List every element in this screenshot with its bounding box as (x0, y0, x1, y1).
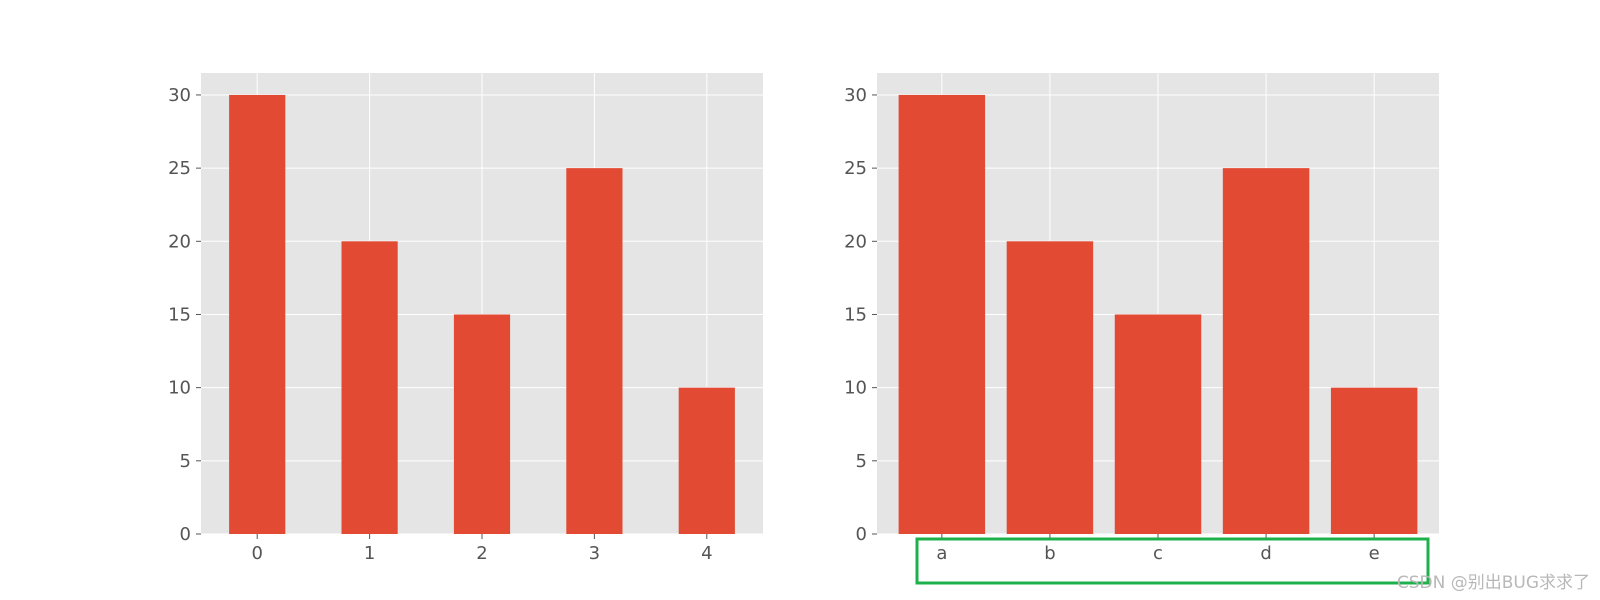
left-x-tick-label: 3 (589, 543, 600, 564)
right-bar-e (1330, 387, 1418, 534)
right-y-tick-label: 5 (856, 451, 867, 472)
left-x-tick-label: 0 (251, 543, 262, 564)
right-y-tick-label: 15 (844, 304, 867, 325)
right-x-tick-label: c (1153, 543, 1163, 564)
right-y-tick-label: 30 (844, 85, 867, 106)
left-bar-4 (678, 387, 735, 534)
left-bar-0 (229, 94, 286, 534)
left-y-tick-label: 25 (168, 158, 191, 179)
left-y-tick-label: 20 (168, 231, 191, 252)
left-y-tick-label: 10 (168, 378, 191, 399)
right-bar-d (1222, 168, 1310, 534)
watermark-text: CSDN @别出BUG求求了 (1397, 573, 1590, 593)
right-y-tick-label: 25 (844, 158, 867, 179)
left-x-tick-label: 1 (364, 543, 375, 564)
x-tick-highlight-box (915, 537, 1430, 585)
left-bar-chart: 0 5 10 15 20 25 30 0 1 2 3 4 (168, 73, 763, 564)
left-bar-2 (453, 314, 511, 534)
left-y-tick-label: 15 (168, 304, 191, 325)
left-x-tick-label: 4 (701, 543, 712, 564)
right-y-tick-label: 20 (844, 231, 867, 252)
left-x-tick-label: 2 (476, 543, 487, 564)
right-bar-c (1114, 314, 1202, 534)
left-y-tick-label: 30 (168, 85, 191, 106)
right-y-tick-label: 0 (856, 524, 867, 545)
right-x-tick-label: a (936, 543, 947, 564)
left-bar-1 (341, 241, 398, 535)
left-y-tick-label: 5 (180, 451, 191, 472)
right-bar-chart: 0 5 10 15 20 25 30 a b c d e (844, 73, 1439, 564)
left-bar-3 (566, 168, 623, 534)
right-y-tick-label: 10 (844, 378, 867, 399)
right-bar-b (1006, 241, 1094, 535)
left-y-tick-label: 0 (180, 524, 191, 545)
right-x-tick-label: b (1044, 543, 1055, 564)
right-x-tick-label: e (1369, 543, 1380, 564)
right-x-tick-label: d (1260, 543, 1271, 564)
right-bar-a (898, 94, 986, 534)
